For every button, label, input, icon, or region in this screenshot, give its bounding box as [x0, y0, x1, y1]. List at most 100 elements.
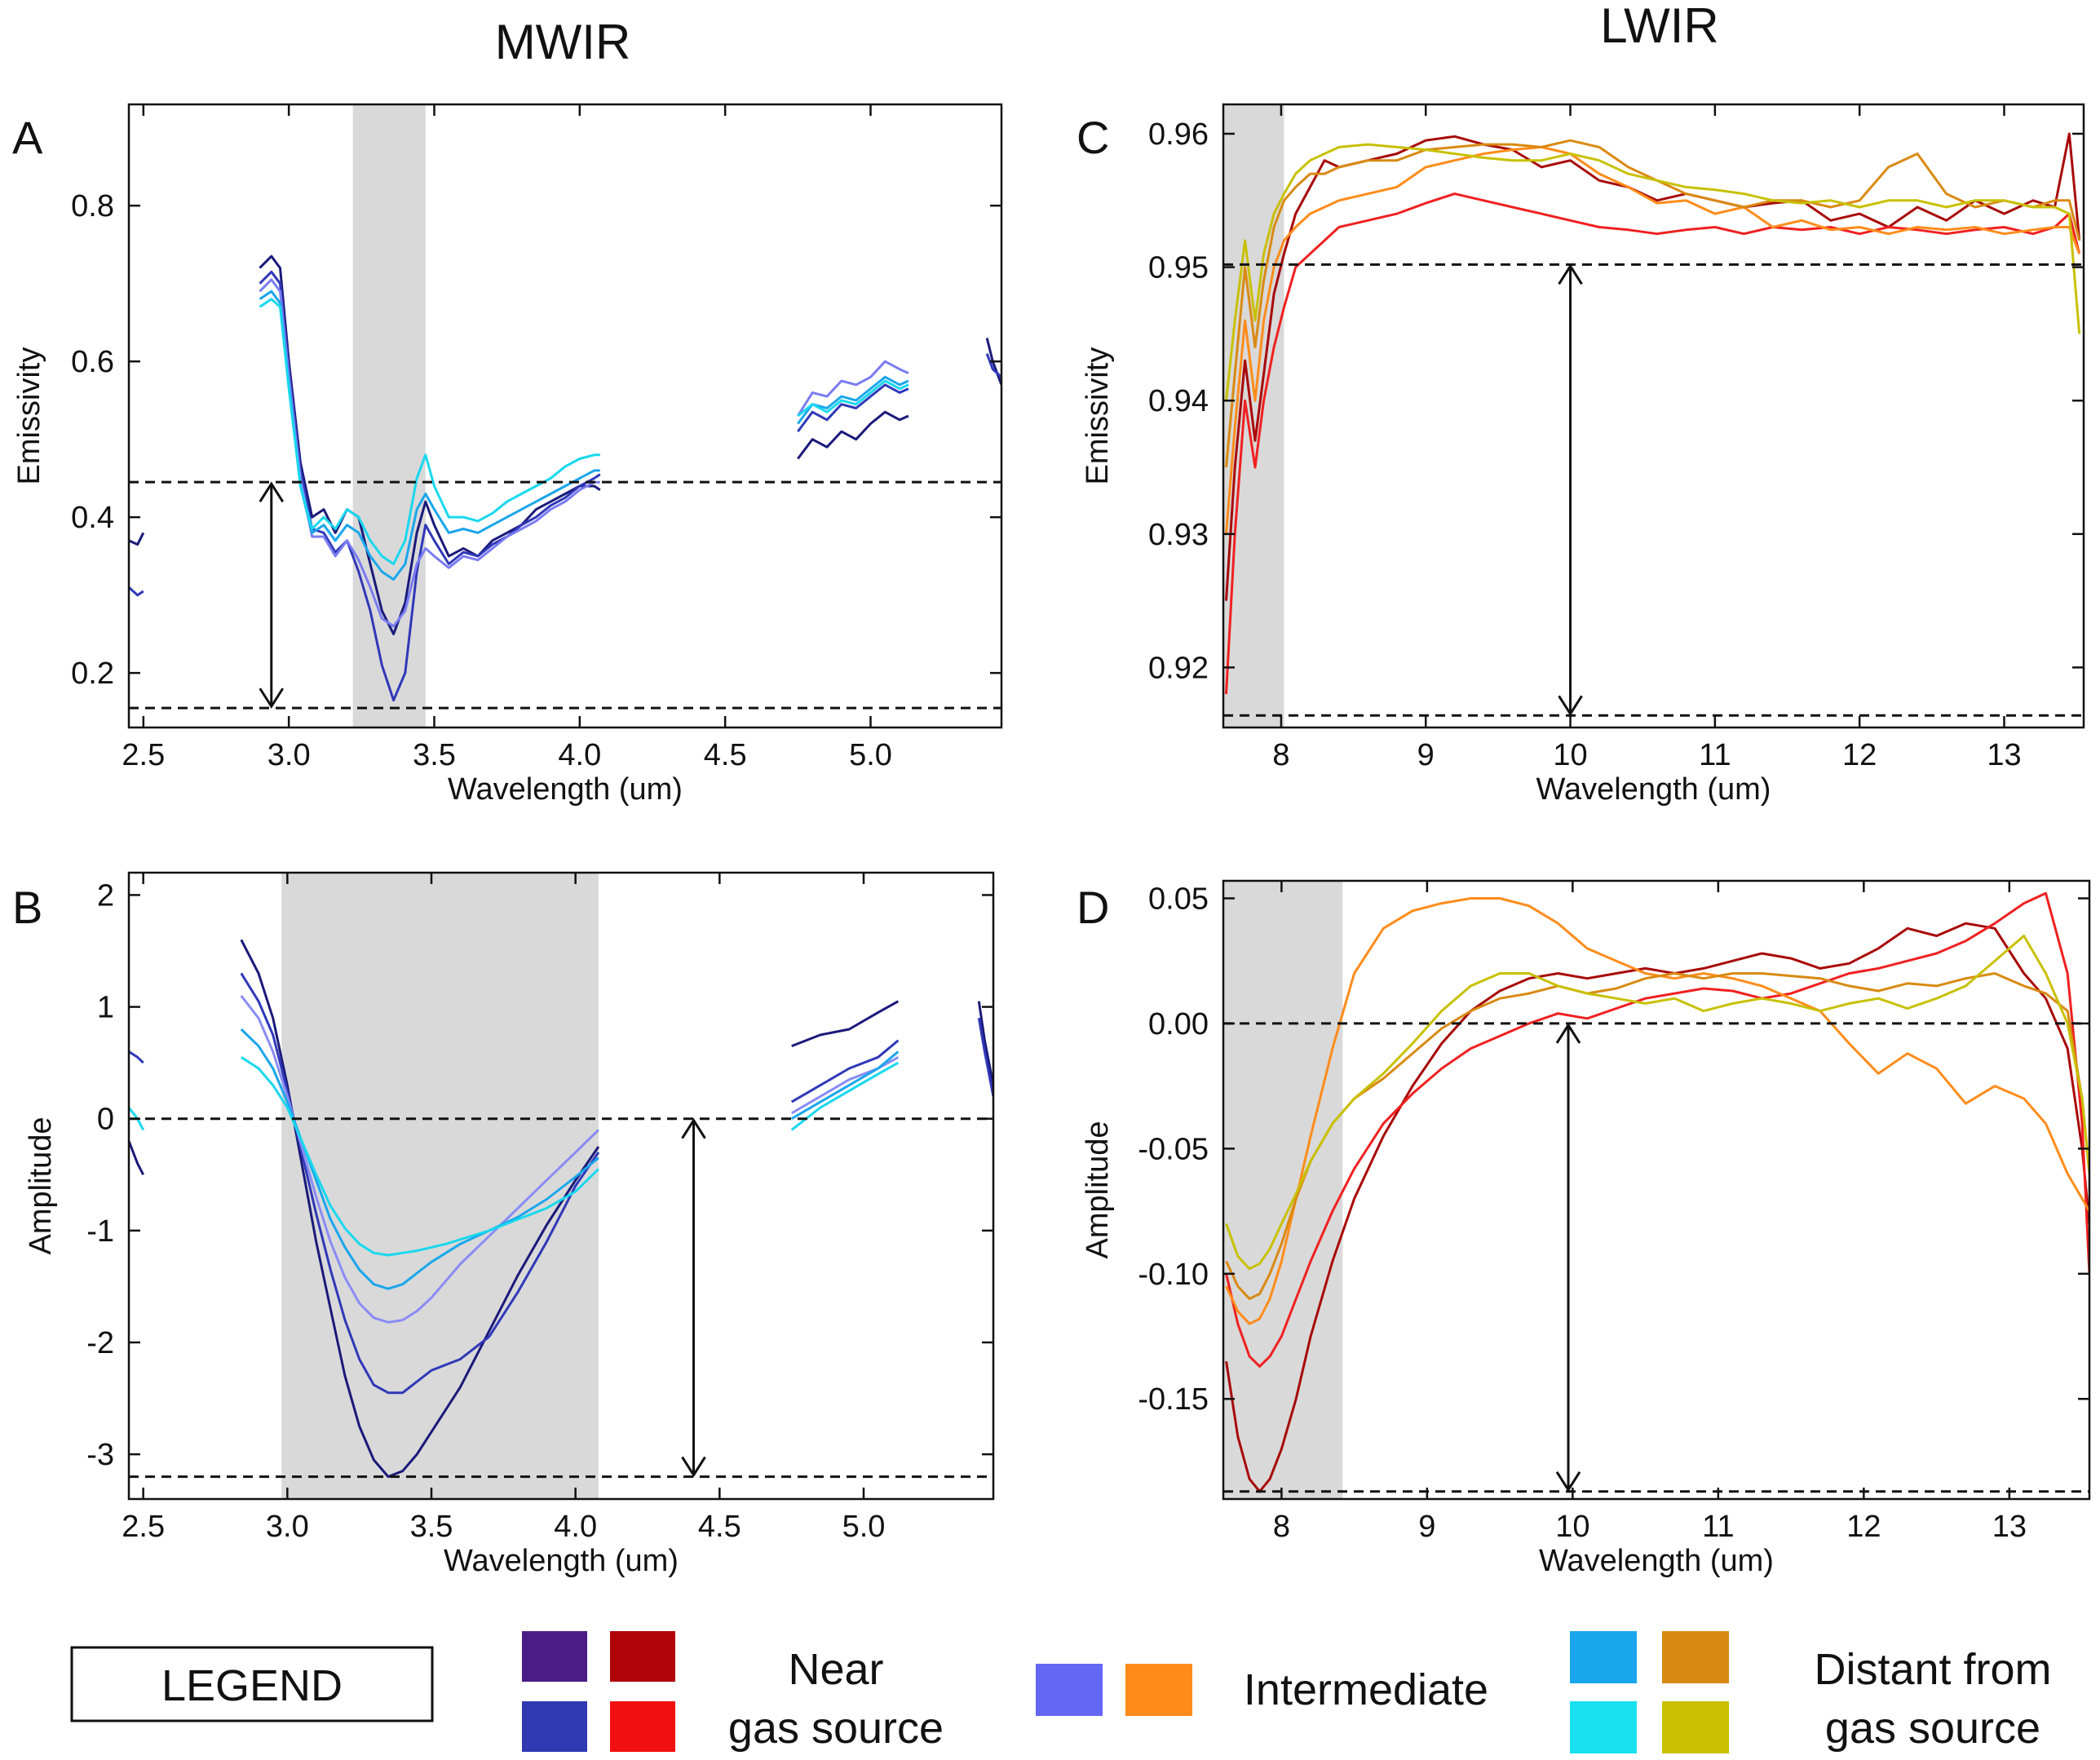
legend-swatch-near-blue	[522, 1701, 587, 1752]
panel-a-shaded-band	[352, 104, 426, 727]
panel-b-frame	[127, 871, 995, 1501]
panel-a-series-2-segment-1	[797, 360, 909, 417]
panel-d-letter: D	[1077, 882, 1109, 933]
panel-c-series-0-segment-0	[1225, 132, 2081, 601]
panel-b-ytick-label-5: 2	[97, 878, 114, 913]
panel-c-series-4-segment-0	[1225, 143, 2081, 401]
panel-b: 2.5 3.0 3.5 4.0 4.5 5.0 -3 -2 -1 0 1 2 Wavelength (u…	[12, 871, 995, 1578]
legend-swatch-distant-cyan	[1570, 1701, 1637, 1753]
legend-swatch-distant-dark-orange	[1662, 1631, 1729, 1683]
panel-a-arrow-head-top	[259, 481, 285, 502]
panel-b-series-1-segment-2	[790, 1039, 900, 1103]
panel-d-arrow-head-bottom	[1555, 1470, 1581, 1492]
panel-b-series-0-segment-2	[791, 1000, 900, 1047]
panel-a-series-group	[129, 254, 1001, 702]
panel-d-xtick-label-2: 10	[1555, 1510, 1589, 1544]
panel-a-xtick-label-5: 5.0	[849, 738, 892, 772]
panel-d-arrow-head-top	[1555, 1023, 1581, 1044]
panel-c-ylabel: Emissivity	[1081, 347, 1115, 485]
panel-c-xtick-label-1: 9	[1417, 738, 1435, 772]
column-title-lwir: LWIR	[1600, 0, 1719, 53]
panel-b-xtick-label-2: 3.5	[410, 1510, 453, 1544]
panel-b-ytick-label-2: -1	[86, 1214, 114, 1249]
panel-a-series-4-segment-0	[259, 298, 600, 565]
panel-d-series-group	[1225, 891, 2089, 1493]
panel-b-series-4-segment-2	[790, 1061, 900, 1131]
panel-c-letter: C	[1077, 112, 1109, 163]
panel-d-xtick-label-3: 11	[1702, 1510, 1734, 1544]
panel-a-xtick-label-0: 2.5	[122, 738, 165, 772]
panel-d: 8 9 10 11 12 13 -0.15 -0.10 -0.05 0.00 0.05 Wavelen…	[1077, 879, 2091, 1578]
panel-b-series-0-segment-0	[129, 1140, 145, 1175]
panel-a-xlabel: Wavelength (um)	[448, 772, 683, 807]
panel-c-series-2-segment-0	[1225, 145, 2081, 534]
panel-a-letter: A	[12, 112, 43, 163]
panel-b-ytick-label-0: -3	[86, 1438, 114, 1472]
panel-c: 8 9 10 11 12 13 0.92 0.93 0.94 0.95 0.96 Wavelength…	[1077, 103, 2085, 807]
legend-swatch-near-dark-red	[610, 1631, 675, 1682]
panel-a-xtick-label-4: 4.5	[704, 738, 747, 772]
panel-a-xtick-label-3: 4.0	[558, 738, 601, 772]
panel-d-xlabel: Wavelength (um)	[1539, 1544, 1774, 1578]
panel-b-series-3-segment-1	[790, 1050, 900, 1120]
panel-a-frame	[127, 103, 1003, 729]
panel-b-arrow-head-top	[681, 1117, 706, 1139]
panel-a-series-1-segment-1	[259, 270, 601, 702]
panel-c-xlabel: Wavelength (um)	[1536, 772, 1771, 807]
panel-b-ytick-label-4: 1	[97, 991, 114, 1025]
panel-a-ytick-label-3: 0.8	[71, 189, 114, 223]
panel-a-arrow-head-bottom	[259, 688, 285, 709]
legend-label-near-line1: Near	[788, 1645, 883, 1694]
panel-b-xtick-label-3: 4.0	[554, 1510, 597, 1544]
panel-d-ytick-label-0: -0.15	[1138, 1382, 1209, 1417]
legend-title: LEGEND	[161, 1661, 343, 1710]
legend-label-distant-line2: gas source	[1825, 1704, 2040, 1753]
panel-b-xtick-label-5: 5.0	[842, 1510, 886, 1544]
panel-b-series-1-segment-0	[129, 1050, 144, 1064]
panel-c-xtick-label-0: 8	[1272, 738, 1289, 772]
panel-d-xtick-label-4: 12	[1846, 1510, 1881, 1544]
panel-d-ytick-label-1: -0.10	[1138, 1258, 1209, 1292]
panel-d-series-1-segment-0	[1225, 891, 2089, 1368]
panel-a-series-4-segment-1	[797, 379, 909, 418]
panel-a-series-0-segment-1	[259, 254, 601, 635]
panel-c-shaded-band	[1223, 104, 1284, 727]
panel-c-xtick-label-5: 13	[1987, 738, 2021, 772]
legend-swatch-near-purple	[522, 1631, 587, 1682]
column-title-mwir: MWIR	[495, 15, 631, 69]
panel-a-series-1-segment-3	[985, 353, 1001, 378]
panel-b-letter: B	[12, 882, 42, 933]
panel-a-series-0-segment-2	[797, 410, 909, 460]
panel-c-series-group	[1225, 132, 2081, 695]
legend-swatch-near-red	[610, 1701, 675, 1752]
panel-d-series-2-segment-0	[1225, 897, 2089, 1325]
panel-d-xtick-label-1: 9	[1418, 1510, 1435, 1544]
panel-c-ytick-label-3: 0.95	[1148, 251, 1209, 285]
legend-label-intermediate: Intermediate	[1244, 1665, 1488, 1714]
panel-a-ytick-label-1: 0.4	[71, 501, 114, 535]
panel-a-xtick-label-1: 3.0	[267, 738, 311, 772]
panel-b-ytick-label-1: -2	[86, 1326, 114, 1360]
panel-d-xtick-label-5: 13	[1992, 1510, 2027, 1544]
panel-c-xtick-label-2: 10	[1553, 738, 1587, 772]
panel-b-series-2-segment-1	[790, 1055, 900, 1115]
panel-b-arrow-head-bottom	[681, 1456, 706, 1478]
panel-a-ytick-label-0: 0.2	[71, 657, 114, 691]
legend-swatch-distant-yellow	[1662, 1701, 1729, 1753]
panel-a-series-1-segment-2	[797, 383, 909, 432]
legend: LEGEND Near gas source Intermediate Dist…	[70, 1631, 2052, 1753]
panel-b-series-0-segment-3	[977, 1001, 993, 1086]
panel-b-xlabel: Wavelength (um)	[444, 1544, 679, 1578]
legend-swatch-distant-light-blue	[1570, 1631, 1637, 1683]
panel-a: 2.5 3.0 3.5 4.0 4.5 5.0 0.2 0.4 0.6 0.8 Wavelength…	[12, 103, 1003, 807]
panel-c-series-1-segment-0	[1225, 192, 2081, 695]
panel-d-xtick-label-0: 8	[1273, 1510, 1290, 1544]
panel-b-xtick-label-1: 3.0	[266, 1510, 309, 1544]
panel-a-series-2-segment-0	[259, 278, 600, 628]
panel-a-ytick-label-2: 0.6	[71, 345, 114, 379]
panel-b-xtick-label-4: 4.5	[698, 1510, 741, 1544]
panel-b-ylabel: Amplitude	[24, 1117, 58, 1255]
panel-c-arrow-head-top	[1558, 263, 1583, 285]
panel-d-frame	[1222, 879, 2091, 1501]
panel-b-series-3-segment-0	[240, 1028, 599, 1290]
